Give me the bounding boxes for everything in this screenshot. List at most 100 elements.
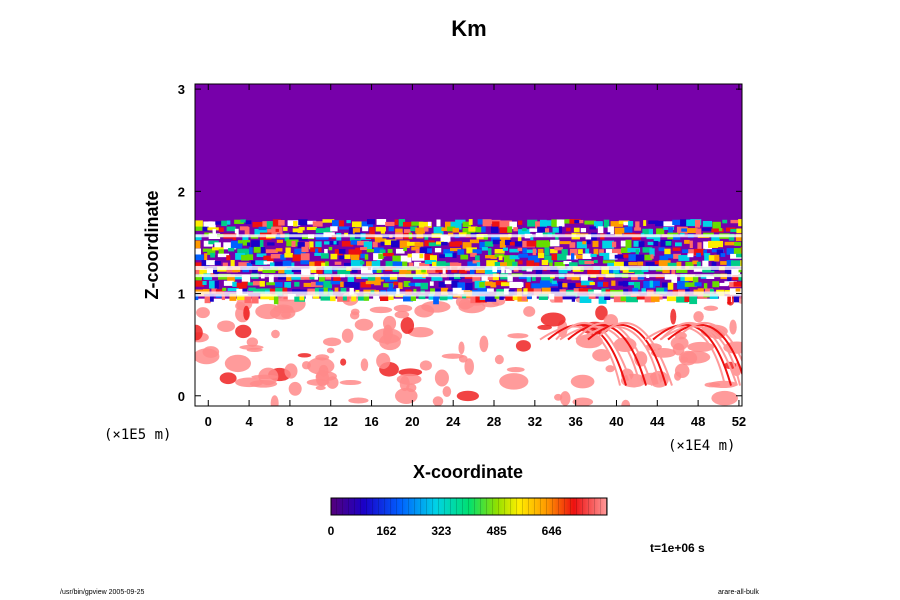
field-cell bbox=[297, 242, 309, 248]
field-blob bbox=[243, 305, 250, 321]
field-cell bbox=[455, 241, 463, 245]
field-cell bbox=[537, 253, 545, 259]
field-cell bbox=[667, 282, 674, 290]
field-cell bbox=[441, 227, 450, 232]
field-cell bbox=[316, 267, 323, 274]
field-cell bbox=[672, 219, 681, 226]
field-cell bbox=[711, 228, 724, 233]
field-cell bbox=[309, 274, 316, 280]
field-cell bbox=[408, 282, 419, 287]
x-tick-label: 40 bbox=[609, 414, 623, 429]
field-cell bbox=[206, 260, 216, 266]
field-cell bbox=[408, 262, 414, 267]
field-cell bbox=[351, 267, 358, 273]
field-cell bbox=[429, 281, 434, 286]
field-cell bbox=[252, 281, 261, 286]
field-cell bbox=[518, 275, 528, 280]
field-cell bbox=[467, 261, 477, 269]
field-cell bbox=[512, 261, 517, 268]
field-cell bbox=[234, 275, 246, 280]
field-cell bbox=[399, 269, 412, 276]
field-cell bbox=[385, 221, 395, 227]
field-cell bbox=[475, 226, 483, 233]
field-cell bbox=[479, 282, 485, 288]
field-cell bbox=[633, 281, 641, 290]
field-cell bbox=[694, 282, 702, 287]
field-cell bbox=[702, 260, 709, 267]
field-cell bbox=[731, 268, 741, 277]
field-cell bbox=[509, 281, 522, 288]
field-blob bbox=[224, 354, 251, 373]
field-cell bbox=[636, 295, 649, 300]
field-cell bbox=[450, 221, 462, 230]
field-cell bbox=[294, 248, 306, 257]
field-cell bbox=[242, 239, 251, 246]
field-cell bbox=[521, 296, 527, 302]
field-cell bbox=[378, 253, 384, 259]
field-cell bbox=[259, 239, 264, 248]
field-cell bbox=[649, 248, 655, 257]
field-cell bbox=[403, 280, 411, 288]
field-cell bbox=[427, 248, 432, 253]
field-cell bbox=[656, 287, 667, 294]
field-cell bbox=[539, 280, 550, 288]
field-cell bbox=[687, 253, 694, 258]
field-cell bbox=[476, 262, 481, 267]
field-blob bbox=[246, 337, 259, 347]
field-cell bbox=[358, 296, 368, 301]
field-cell bbox=[481, 226, 486, 233]
field-cell bbox=[399, 240, 410, 249]
field-blob bbox=[458, 341, 465, 355]
field-blob bbox=[369, 306, 393, 314]
x-tick-label: 16 bbox=[364, 414, 378, 429]
field-cell bbox=[706, 275, 715, 279]
field-cell bbox=[628, 281, 639, 286]
field-cell bbox=[195, 226, 206, 231]
field-cell bbox=[719, 296, 732, 302]
field-cell bbox=[414, 242, 424, 247]
x-tick-label: 0 bbox=[205, 414, 212, 429]
colorbar-tick-label: 485 bbox=[487, 524, 507, 538]
field-cell bbox=[202, 226, 209, 232]
field-cell bbox=[246, 242, 251, 247]
field-cell bbox=[674, 242, 682, 247]
field-cell bbox=[637, 275, 645, 280]
field-cell bbox=[494, 261, 504, 270]
heatmap-field bbox=[195, 84, 742, 406]
field-blob bbox=[432, 396, 444, 406]
field-cell bbox=[245, 220, 252, 225]
field-cell bbox=[298, 227, 305, 231]
field-cell bbox=[578, 249, 583, 255]
field-cell bbox=[457, 249, 465, 255]
field-cell bbox=[712, 221, 721, 229]
field-cell bbox=[266, 282, 279, 286]
field-cell bbox=[642, 247, 653, 253]
field-cell bbox=[226, 220, 231, 225]
field-cell bbox=[603, 219, 610, 228]
field-cell bbox=[548, 293, 555, 300]
field-cell bbox=[684, 282, 697, 287]
field-cell bbox=[292, 254, 301, 262]
field-cell bbox=[656, 228, 665, 235]
field-blob bbox=[235, 324, 252, 339]
field-cell bbox=[730, 219, 742, 224]
field-cell bbox=[624, 232, 636, 236]
field-cell bbox=[482, 219, 492, 227]
field-blob bbox=[315, 385, 326, 391]
field-blob bbox=[506, 366, 525, 373]
field-cell bbox=[284, 281, 292, 288]
field-cell bbox=[622, 280, 628, 287]
field-cell bbox=[195, 254, 204, 261]
field-cell bbox=[352, 228, 361, 234]
field-cell bbox=[512, 295, 522, 301]
field-blob bbox=[326, 347, 335, 354]
field-cell bbox=[275, 248, 283, 252]
field-cell bbox=[704, 253, 711, 262]
field-cell bbox=[705, 288, 714, 293]
field-cell bbox=[444, 280, 453, 285]
field-cell bbox=[689, 240, 693, 249]
field-cell bbox=[666, 295, 679, 302]
plot-frame bbox=[194, 83, 743, 407]
field-cell bbox=[662, 282, 670, 288]
